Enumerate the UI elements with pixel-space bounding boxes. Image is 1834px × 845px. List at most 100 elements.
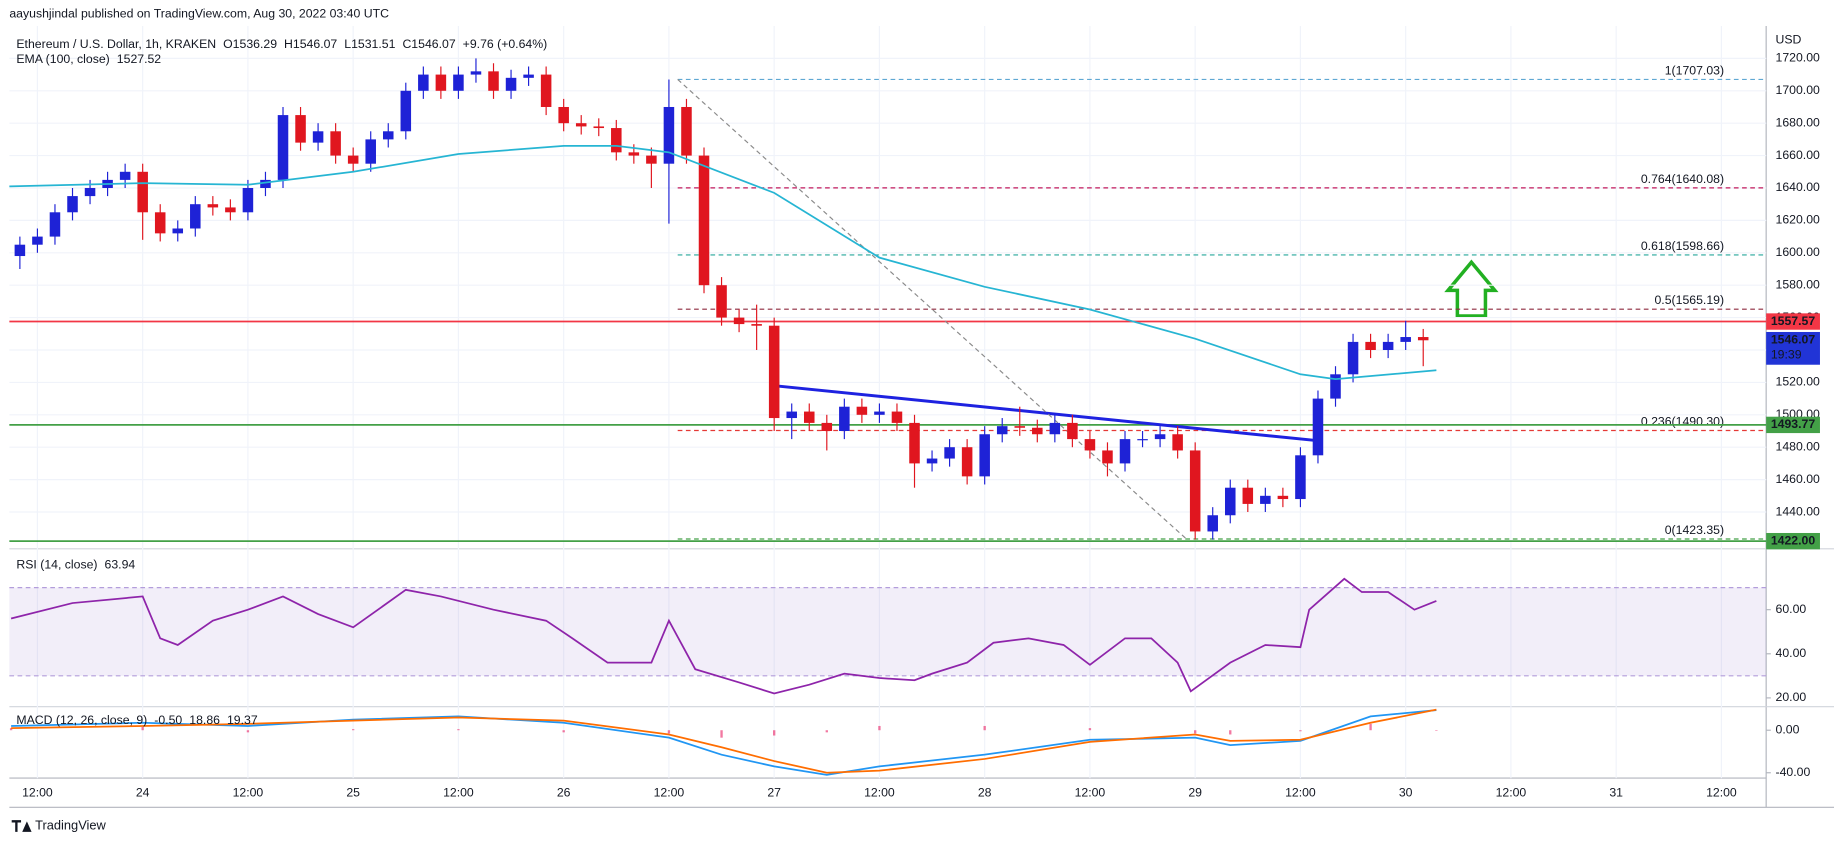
currency: USD: [1776, 32, 1802, 46]
candle-body: [716, 285, 727, 318]
candle-body: [172, 228, 184, 234]
candle-body: [979, 434, 990, 477]
fib-label: 0.236(1490.30): [1641, 415, 1724, 429]
candle-body: [1224, 487, 1236, 516]
y-tick-label: 1440.00: [1776, 504, 1821, 518]
candle-body: [611, 128, 622, 153]
candle-body: [926, 458, 938, 464]
y-tick-label: 1720.00: [1776, 51, 1821, 65]
candle-body: [418, 74, 429, 91]
footer-brand: TradingView: [35, 817, 106, 832]
y-tick-label: 1680.00: [1776, 115, 1821, 129]
macd-histogram-bar: [667, 730, 671, 734]
trend-line: [774, 384, 1319, 443]
y-tick-label: 1620.00: [1776, 213, 1821, 227]
y-tick-label: 1700.00: [1776, 83, 1821, 97]
candle-body: [996, 426, 1008, 435]
candle-body: [1260, 495, 1271, 504]
candle-body: [1365, 341, 1376, 351]
y-tick-label: 60.00: [1776, 602, 1807, 616]
candle-body: [523, 74, 534, 78]
candle-body: [803, 411, 815, 423]
candle-body: [821, 422, 833, 432]
candle-body: [14, 244, 26, 257]
candle-body: [312, 131, 324, 143]
logo: [11, 820, 32, 832]
macd-histogram-bar: [773, 730, 776, 736]
indicator-value: -0.50: [154, 713, 182, 727]
indicator-value: 19.37: [227, 713, 258, 727]
level-tag: [1766, 313, 1820, 330]
macd-histogram-bar: [1369, 723, 1372, 731]
candle-body: [1382, 341, 1394, 351]
candle-body: [909, 422, 920, 464]
candle-body: [646, 155, 657, 164]
y-tick-label: 1640.00: [1776, 180, 1821, 194]
candle-body: [330, 131, 341, 156]
fib-label: 0.5(1565.19): [1654, 293, 1724, 307]
x-tick-label: 12:00: [1496, 786, 1527, 800]
candle-body: [435, 74, 447, 91]
macd-histogram-bar: [983, 725, 986, 731]
candle-body: [681, 106, 692, 156]
level-label: 1493.77: [1771, 417, 1816, 431]
x-tick-label: 12:00: [654, 786, 685, 800]
last-price-label: 1546.07: [1771, 332, 1816, 346]
candle-body: [1049, 422, 1061, 435]
x-tick-label: 12:00: [1285, 786, 1316, 800]
candle-body: [1207, 515, 1218, 532]
y-tick-label: -40.00: [1776, 765, 1811, 779]
candle-body: [575, 123, 587, 127]
fib-label: 1(1707.03): [1665, 63, 1724, 77]
plot: 12:00 24 12:00 25 12:00 26 12:00 27 12:00 28 12:00…: [9, 25, 1821, 800]
high-label: H1546.07: [284, 37, 337, 51]
candle-body: [874, 411, 885, 415]
candle-body: [558, 106, 569, 124]
macd-histogram-bar: [825, 730, 828, 733]
x-tick-label: 12:00: [22, 786, 53, 800]
candle-body: [961, 447, 973, 477]
candle-body: [786, 411, 797, 419]
candle-body: [768, 325, 780, 419]
level-tag: [1766, 532, 1820, 550]
candle-body: [470, 71, 482, 75]
y-tick-label: 1580.00: [1776, 277, 1821, 291]
macd-histogram-bar: [1299, 730, 1302, 732]
open-label: O1536.29: [223, 37, 277, 51]
candle-body: [1137, 439, 1148, 441]
candle-body: [1295, 455, 1306, 500]
candle-body: [891, 411, 903, 423]
level-label: 1557.57: [1771, 314, 1816, 328]
y-tick-label: 1660.00: [1776, 148, 1821, 162]
level-tag: [1766, 416, 1820, 434]
candle-body: [67, 196, 78, 213]
candle-body: [839, 406, 850, 432]
candle-body: [260, 179, 271, 188]
candle-body: [365, 139, 376, 164]
x-tick-label: 25: [346, 786, 360, 800]
candle-body: [1014, 426, 1026, 428]
candle-body: [1400, 337, 1411, 342]
macd-histogram-bar: [246, 730, 250, 733]
macd-histogram-bar: [1229, 730, 1232, 735]
candle-body: [1347, 341, 1359, 375]
candle-body: [1154, 434, 1166, 440]
candle-body: [488, 71, 499, 91]
x-tick-label: 12:00: [443, 786, 474, 800]
countdown-label: 19:39: [1771, 348, 1802, 362]
ema-value: 1527.52: [117, 52, 162, 66]
x-tick-label: 12:00: [864, 786, 895, 800]
y-tick-label: 20.00: [1776, 690, 1807, 704]
candle-body: [277, 115, 289, 180]
candle-body: [32, 236, 43, 245]
indicator-value: 63.94: [105, 557, 136, 571]
candle-body: [1312, 398, 1324, 456]
x-tick-label: 29: [1188, 786, 1202, 800]
indicator-value: 18.86: [189, 713, 220, 727]
indicator-legend: RSI (14, close): [16, 557, 97, 571]
rsi-band: [9, 587, 1767, 676]
macd-histogram-bar: [141, 727, 144, 731]
candle-body: [119, 171, 131, 180]
candle-body: [1067, 422, 1078, 440]
